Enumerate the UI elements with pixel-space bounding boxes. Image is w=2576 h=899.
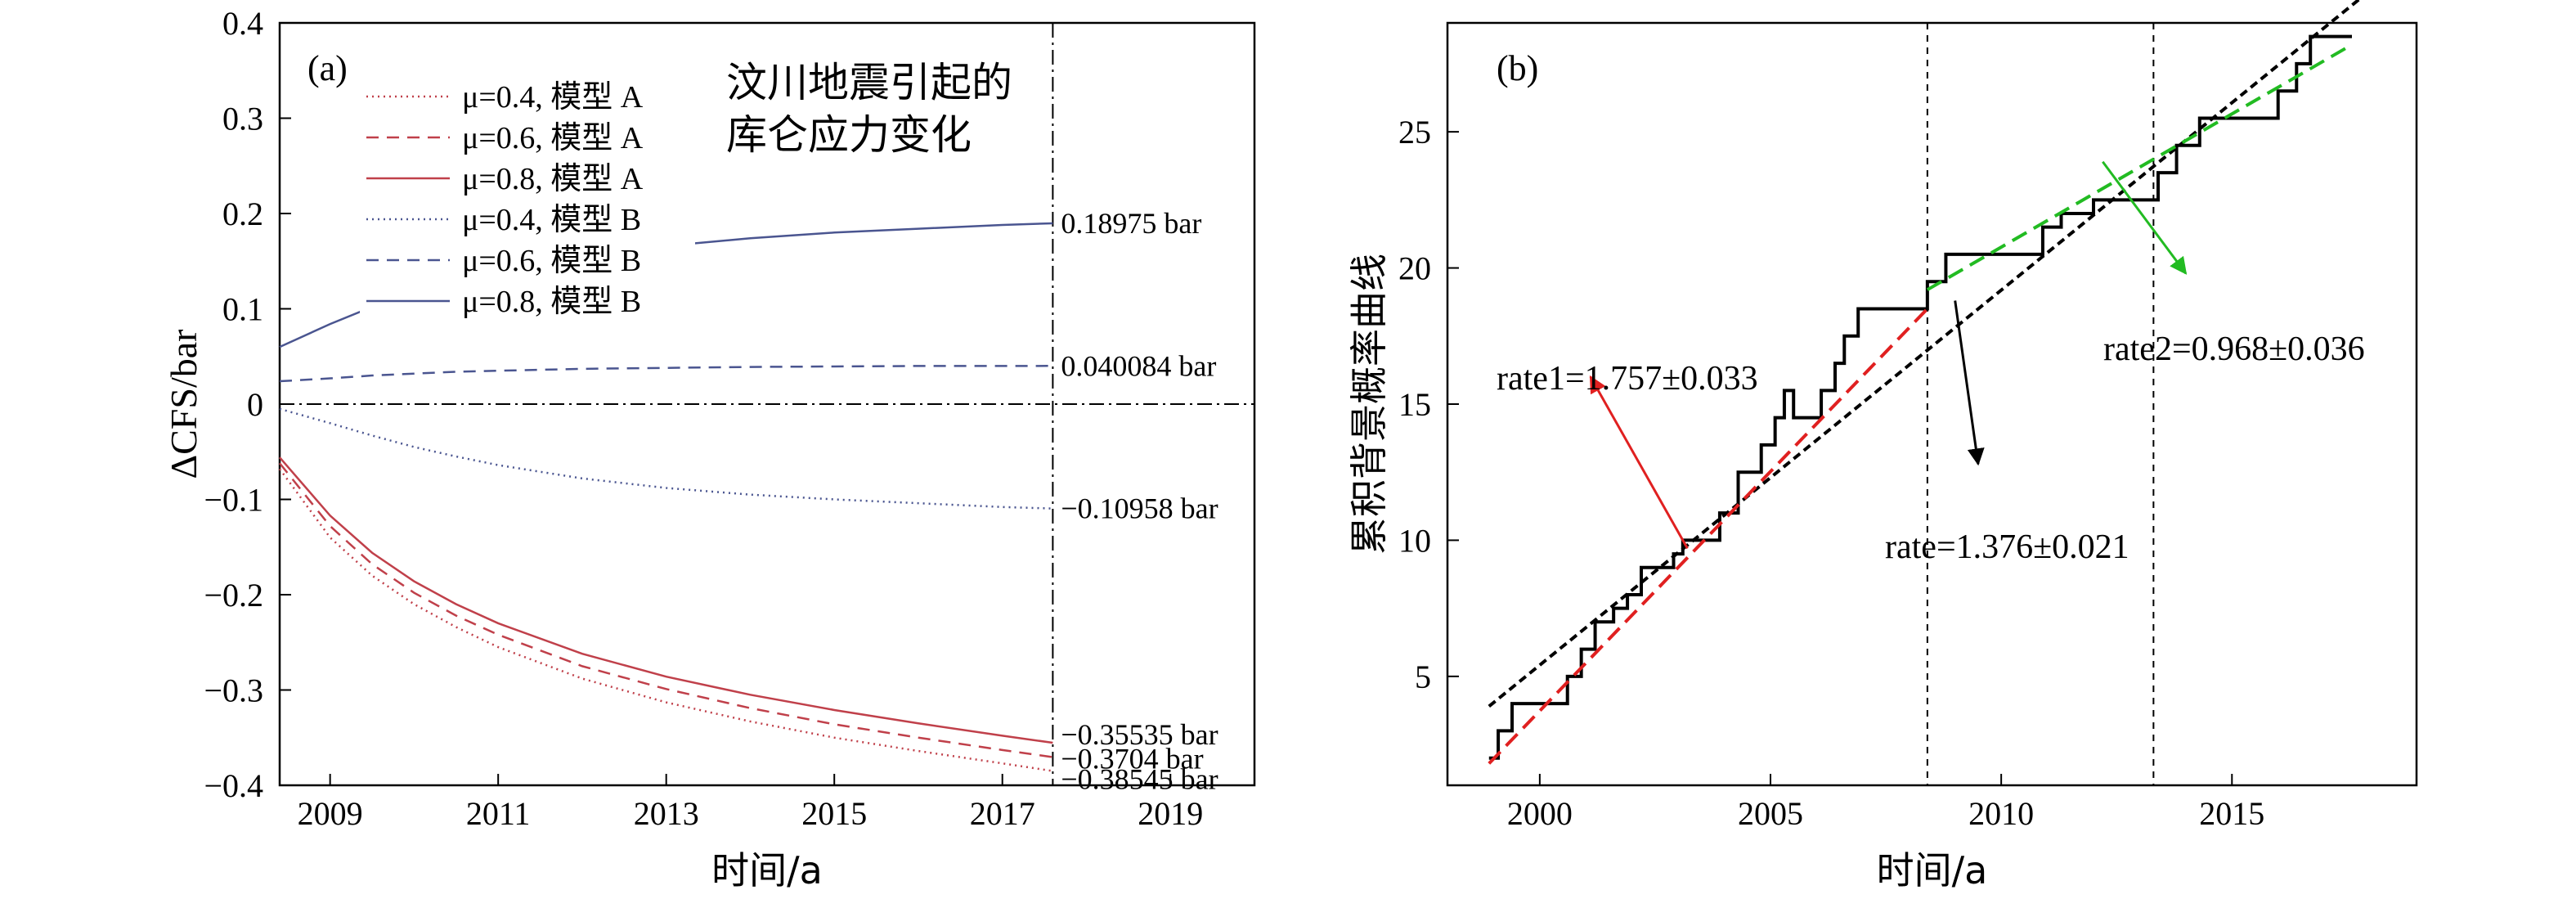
xtick-label-a: 2019 — [1138, 795, 1203, 832]
annotation-label-b: rate1=1.757±0.033 — [1497, 360, 1758, 398]
annotation-a: 库仑应力变化 — [726, 111, 972, 159]
fit-line-b-1 — [1488, 308, 1929, 765]
ytick-label-a: 0.1 — [222, 291, 263, 328]
end-label-a: −0.3704 bar — [1061, 743, 1203, 775]
ytick-label-b: 10 — [1398, 522, 1431, 559]
series-a-4 — [279, 365, 1053, 383]
xtick-label-a: 2013 — [634, 795, 699, 832]
end-label-a: −0.10958 bar — [1061, 492, 1218, 525]
annotation-label-b: rate=1.376±0.021 — [1885, 528, 2129, 566]
legend-a: μ=0.4, 模型 A μ=0.6, 模型 A μ=0.8, 模型 A μ=0.4, … — [360, 78, 695, 331]
legend-entry-a: μ=0.4, 模型 B — [462, 203, 641, 237]
legend-bg-a — [360, 78, 695, 331]
panel-label-b: (b) — [1497, 48, 1538, 88]
xlabel-a: 时间/a — [711, 848, 823, 892]
ytick-label-a: 0 — [247, 386, 263, 423]
ytick-label-b: 25 — [1398, 114, 1431, 151]
annotation-arrow-b — [2102, 160, 2188, 275]
panel-b: 5 10 15 20 25 2000 2005 2010 2015 rate1=1.757±0.0… — [1347, 0, 2418, 892]
xtick-label-a: 2017 — [970, 795, 1035, 832]
ylabel-b: 累积背景概率曲线 — [1347, 254, 1391, 555]
annotation-label-b: rate2=0.968±0.036 — [2103, 330, 2365, 368]
ytick-label-b: 5 — [1415, 659, 1431, 695]
legend-entry-a: μ=0.8, 模型 B — [462, 285, 641, 319]
annotation-a: 汶川地震引起的 — [726, 59, 1012, 106]
series-a-2 — [279, 456, 1053, 744]
fit-line-b-0 — [1488, 0, 2362, 708]
series-a-1 — [279, 462, 1053, 758]
end-label-a: 0.040084 bar — [1061, 349, 1216, 382]
ytick-label-a: 0.3 — [222, 101, 263, 137]
ylabel-a: ΔCFS/bar — [163, 330, 204, 479]
xtick-label-a: 2009 — [298, 795, 363, 832]
legend-entry-a: μ=0.8, 模型 A — [462, 162, 644, 196]
series-a-3 — [279, 407, 1053, 510]
xtick-label-b: 2010 — [1968, 795, 2034, 832]
end-label-a: 0.18975 bar — [1061, 207, 1201, 240]
annotation-arrow-b — [1589, 375, 1689, 550]
legend-entry-a: μ=0.6, 模型 A — [462, 121, 644, 155]
plot-frame-b — [1446, 21, 2418, 787]
annotation-arrow-b — [1954, 300, 1985, 466]
end-label-a: −0.38545 bar — [1061, 763, 1218, 796]
fit-line-b-2 — [1926, 43, 2353, 291]
xtick-label-a: 2011 — [466, 795, 531, 832]
xtick-label-b: 2005 — [1738, 795, 1803, 832]
ytick-label-a: −0.3 — [204, 672, 263, 709]
xlabel-b: 时间/a — [1877, 848, 1988, 892]
ytick-label-a: 0.4 — [222, 5, 263, 42]
ytick-label-b: 15 — [1398, 386, 1431, 423]
ytick-label-a: −0.1 — [204, 482, 263, 519]
xtick-label-b: 2000 — [1507, 795, 1573, 832]
ytick-label-a: −0.4 — [204, 767, 263, 804]
end-label-a: −0.35535 bar — [1061, 718, 1218, 751]
step-series-b — [1488, 34, 2352, 760]
panel-label-a: (a) — [307, 48, 348, 88]
panel-a: −0.4 −0.3 −0.2 −0.1 0 0.1 0.2 0.3 0.4 2009 2011 201… — [163, 5, 1256, 892]
xtick-label-a: 2015 — [801, 795, 867, 832]
ytick-label-b: 20 — [1398, 250, 1431, 287]
ytick-label-a: −0.2 — [204, 577, 263, 614]
ytick-label-a: 0.2 — [222, 196, 263, 232]
legend-entry-a: μ=0.6, 模型 B — [462, 244, 641, 278]
legend-entry-a: μ=0.4, 模型 A — [462, 80, 644, 115]
xtick-label-b: 2015 — [2199, 795, 2264, 832]
